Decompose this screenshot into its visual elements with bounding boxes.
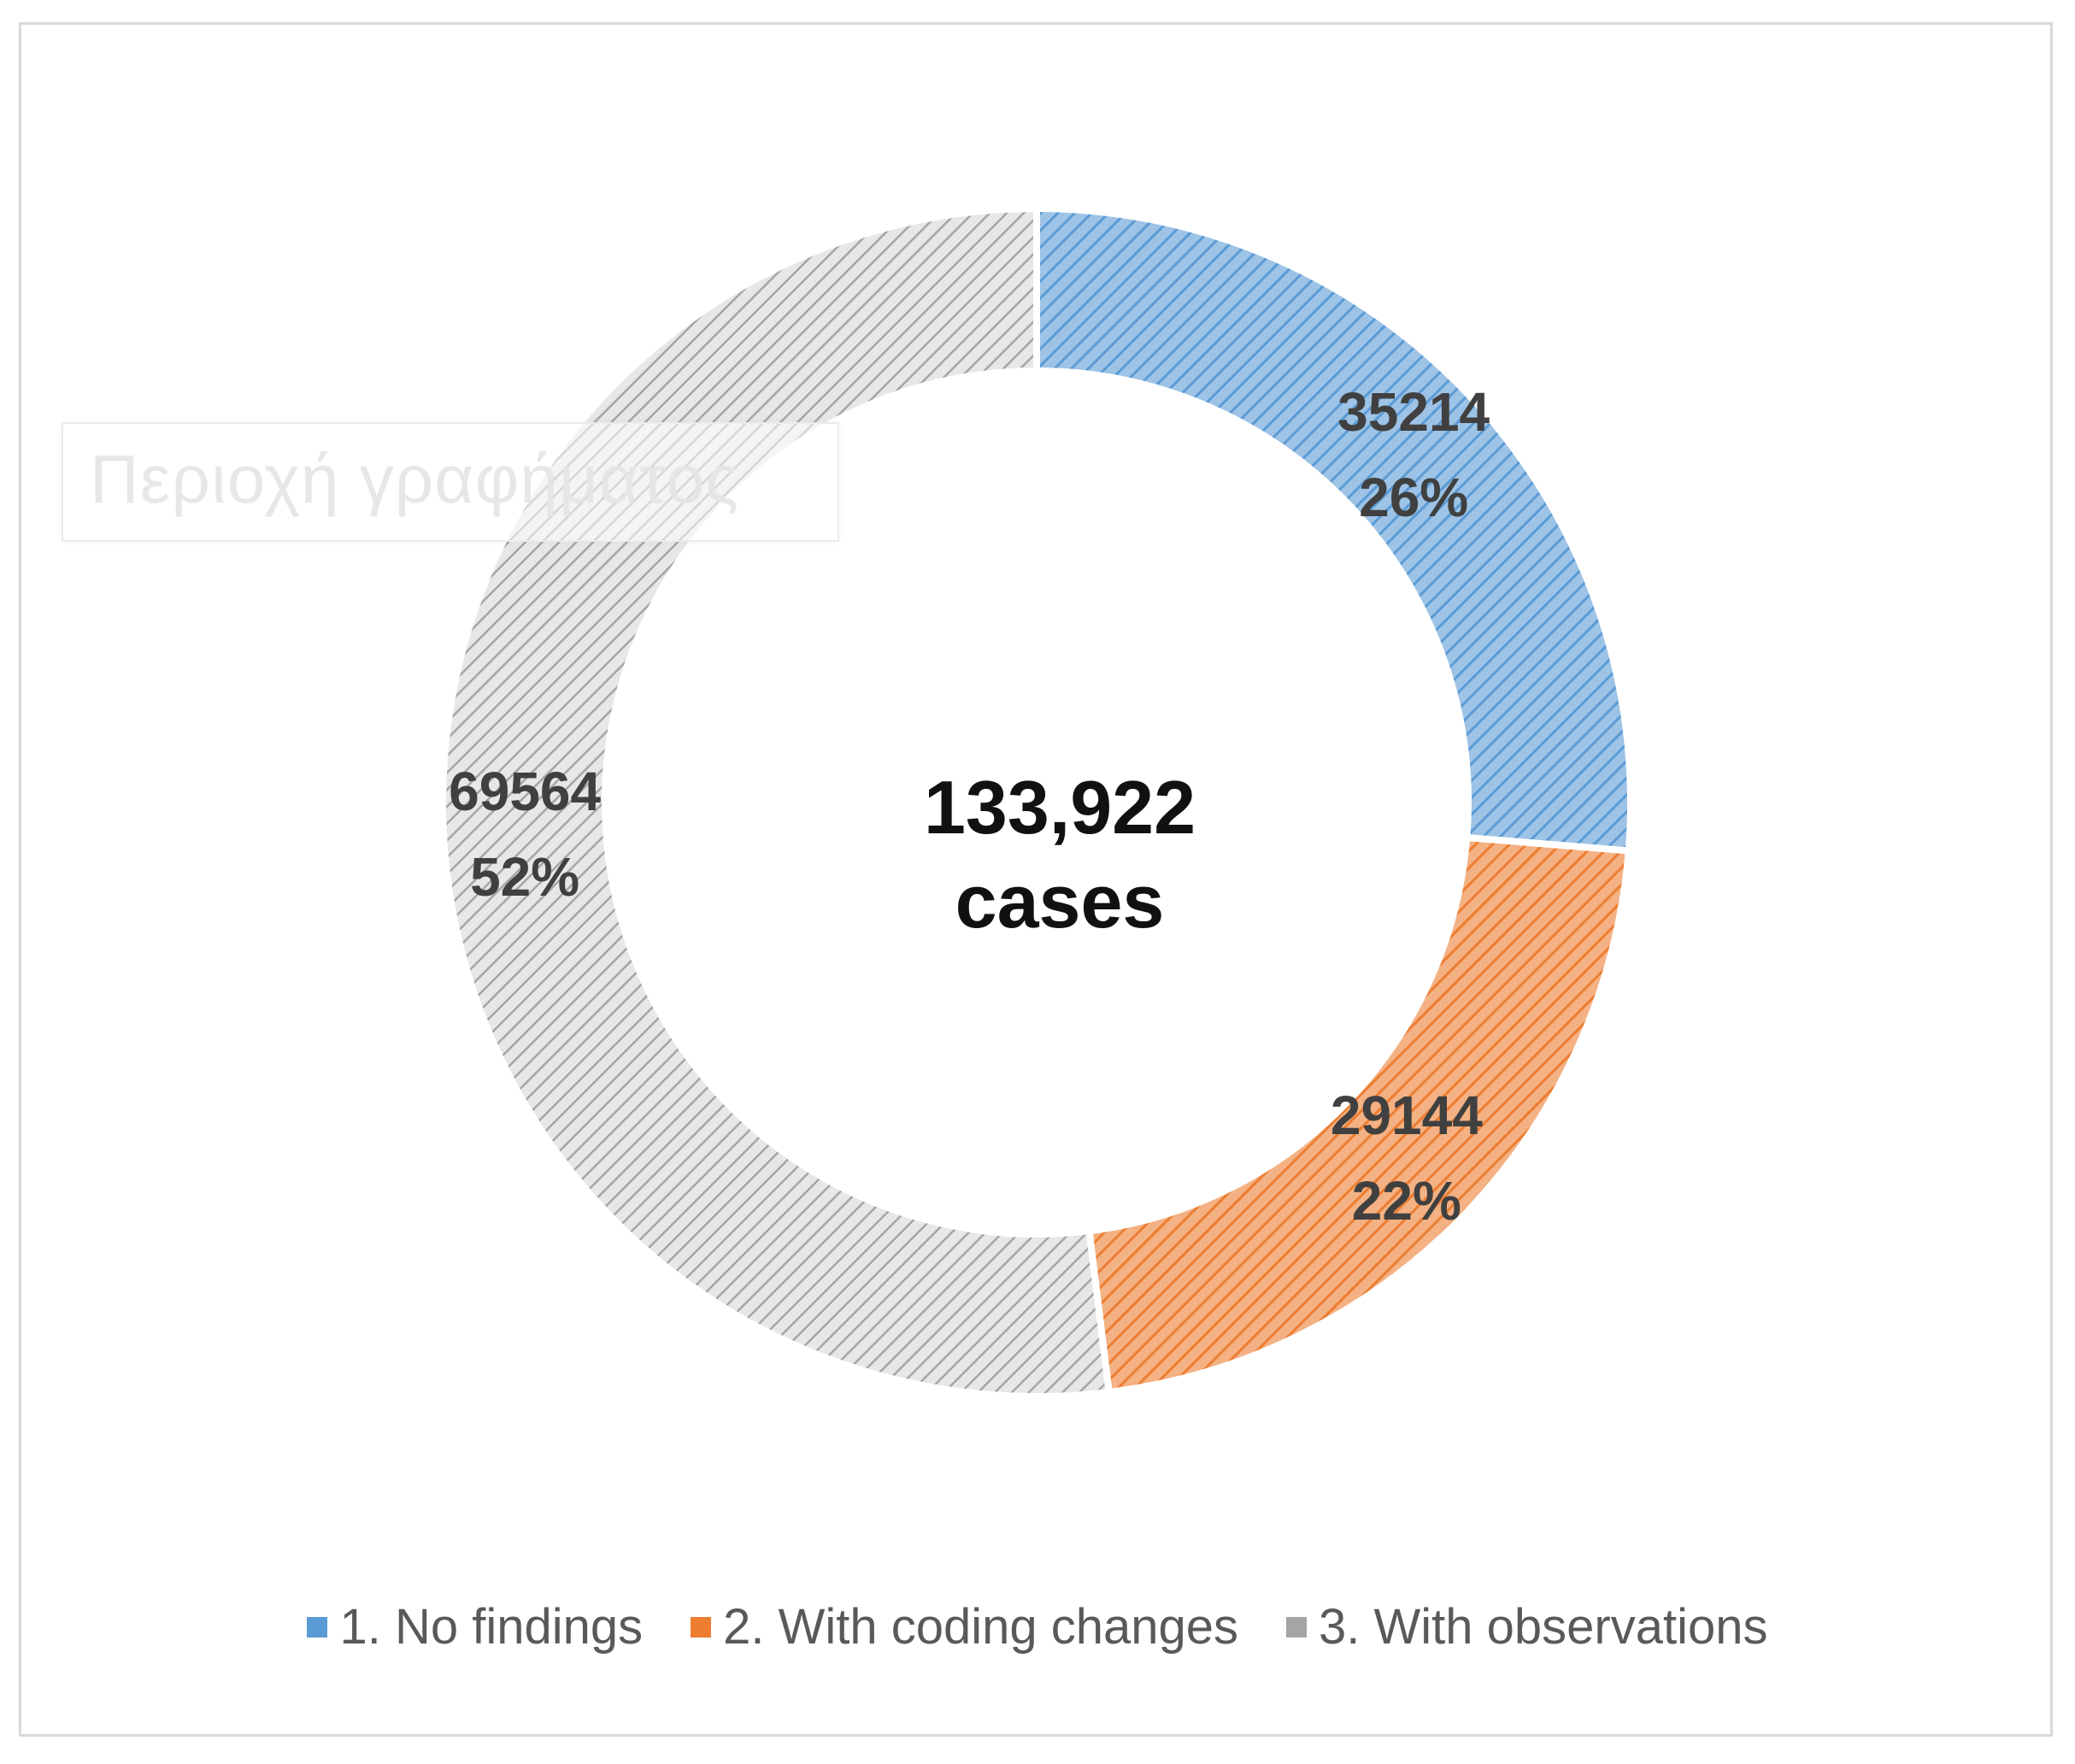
chart-area-placeholder-text: Περιοχή γραφήματος [90, 441, 739, 517]
legend-label: 1. No findings [339, 1599, 644, 1655]
legend-item-with-observations: 3. With observations [1286, 1598, 1768, 1655]
legend-item-no-findings: 1. No findings [307, 1598, 643, 1655]
slice-value-label: 35214 [1337, 381, 1490, 444]
slice-percent-label: 22% [1351, 1169, 1461, 1232]
legend-swatch-icon [691, 1616, 712, 1638]
center-total-value: 133,922 [923, 765, 1196, 850]
slice-data-label: 29144 22% [1279, 1073, 1535, 1244]
slice-data-label: 69564 52% [397, 749, 653, 920]
slice-percent-label: 26% [1359, 467, 1469, 529]
legend-label: 3. With observations [1319, 1599, 1768, 1655]
slice-data-label: 35214 26% [1285, 369, 1542, 540]
legend: 1. No findings 2. With coding changes 3.… [0, 1598, 2075, 1655]
legend-swatch-icon [1286, 1616, 1308, 1638]
center-total-unit: cases [955, 859, 1165, 944]
center-total-label: 133,922 cases [880, 761, 1239, 949]
slice-percent-label: 52% [470, 845, 580, 908]
chart-area-placeholder-box [62, 422, 839, 542]
legend-label: 2. With coding changes [723, 1599, 1239, 1655]
doughnut-slice [1085, 833, 1633, 1396]
legend-swatch-icon [307, 1616, 328, 1638]
slice-value-label: 29144 [1330, 1084, 1483, 1146]
doughnut-slice [1033, 204, 1634, 855]
legend-item-with-coding-changes: 2. With coding changes [691, 1598, 1238, 1655]
slice-value-label: 69564 [449, 760, 602, 822]
